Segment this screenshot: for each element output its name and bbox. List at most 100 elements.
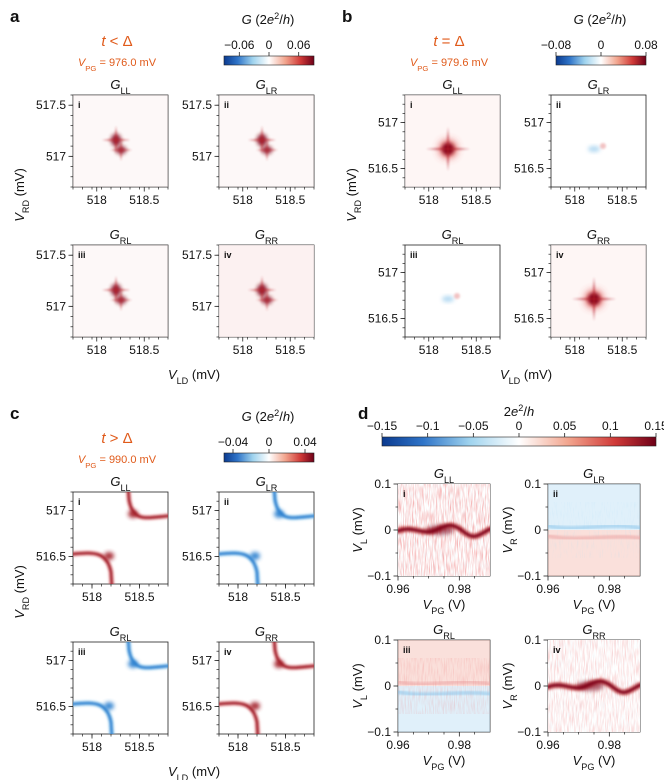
conductance-peak — [128, 510, 138, 518]
y-tick-label: 0.1 — [374, 633, 391, 647]
conductance-arc — [126, 492, 168, 520]
colorbar-d: −0.15 −0.1 −0.05 0 0.05 0.1 0.15 — [367, 419, 664, 447]
conductance-peak — [426, 525, 454, 535]
plot-frame — [218, 641, 315, 735]
y-tick-label: 517 — [192, 653, 212, 667]
x-tick-label: 518.5 — [607, 193, 637, 207]
subplot-title: GRL — [110, 227, 132, 246]
y-tick-label: 517 — [192, 149, 212, 163]
conductance-arc — [398, 690, 490, 697]
panel-label-b: b — [342, 7, 352, 26]
subplot-title: GLL — [110, 77, 130, 96]
heatmap-content — [551, 245, 646, 337]
heatmap-content — [398, 640, 490, 732]
heatmap-content — [73, 492, 168, 584]
noise-texture — [398, 658, 490, 714]
y-axis-label: VRD (mV) — [12, 565, 31, 619]
conductance-star — [248, 276, 276, 304]
y-tick-label: 516.5 — [514, 162, 544, 176]
conductance-arc — [272, 492, 314, 520]
subplot-c-ii: ii 518 518.5 516.5 517 — [182, 491, 315, 604]
conductance-arc — [272, 642, 314, 670]
conductance-star — [572, 277, 616, 321]
y-tick-label: 517.5 — [182, 248, 212, 262]
conductance-arc — [548, 534, 640, 541]
colorbar-tick-label: −0.04 — [218, 435, 249, 449]
conductance-peak — [274, 510, 284, 518]
subplot-index: i — [78, 497, 81, 507]
heatmap-content — [73, 245, 168, 337]
conductance-arc — [73, 701, 114, 734]
y-tick-label: 517 — [46, 299, 66, 313]
x-tick-label: 0.98 — [448, 738, 472, 752]
subplot-title: GRR — [582, 622, 606, 641]
colorbar-title: G (2e2/h) — [242, 11, 295, 27]
conductance-star — [102, 126, 130, 154]
colorbar-gradient — [381, 436, 657, 447]
y-tick-label: 517 — [46, 149, 66, 163]
y-tick-label: 0 — [534, 523, 541, 537]
heatmap-content — [420, 255, 485, 327]
y-tick-label: 0.1 — [524, 633, 541, 647]
conductance-arc — [219, 701, 260, 734]
colorbar-title: 2e2/h — [504, 403, 534, 419]
colorbar-tick-label: 0 — [598, 38, 605, 52]
conductance-arc — [398, 680, 490, 686]
conductance-peak — [104, 552, 114, 560]
vpg-label: VPG = 979.6 mV — [410, 57, 489, 73]
heatmap-content — [405, 95, 500, 187]
subplot-title: GRL — [442, 227, 464, 246]
noise-texture — [548, 502, 640, 558]
y-tick-label: 517 — [524, 116, 544, 130]
heatmap-content — [566, 105, 631, 177]
subplot-title: GRR — [587, 227, 611, 246]
colorbar-title: G (2e2/h) — [242, 408, 295, 424]
y-tick-label: 517 — [524, 266, 544, 280]
colorbar-tick-label: −0.05 — [458, 419, 489, 433]
y-tick-label: 0 — [384, 679, 391, 693]
heatmap-content — [219, 492, 314, 584]
x-tick-label: 518.5 — [124, 590, 154, 604]
colorbar-tick-label: −0.08 — [541, 38, 572, 52]
y-tick-label: 517 — [378, 116, 398, 130]
subplot-c-iii: iii 518 518.5 516.5 517 — [36, 641, 169, 754]
heatmap-content — [219, 642, 314, 734]
x-tick-label: 518.5 — [270, 590, 300, 604]
colorbar-title: G (2e2/h) — [574, 11, 627, 27]
x-tick-label: 0.96 — [536, 738, 560, 752]
y-tick-label: 516.5 — [182, 699, 212, 713]
x-tick-label: 518 — [419, 343, 439, 357]
colorbar-tick-label: 0.15 — [644, 419, 664, 433]
subplot-index: iii — [403, 645, 411, 655]
y-tick-label: 517.5 — [36, 248, 66, 262]
conductance-star — [110, 139, 132, 161]
y-tick-label: 516.5 — [368, 312, 398, 326]
conductance-arc — [398, 523, 490, 538]
colorbar-tick-label: 0.05 — [553, 419, 577, 433]
y-tick-label: −0.1 — [367, 725, 391, 739]
background-tint — [551, 245, 646, 337]
plot-frame — [218, 491, 315, 585]
conductance-peak — [250, 552, 260, 560]
subplot-a-iv: iv 518 518.5 517 517.5 — [182, 244, 315, 357]
plot-frame — [72, 491, 169, 585]
x-axis-label: VLD (mV) — [500, 367, 552, 386]
subplot-index: i — [78, 100, 81, 110]
subplot-title: GLR — [588, 77, 610, 96]
y-tick-label: 516.5 — [36, 699, 66, 713]
conductance-star — [248, 126, 276, 154]
x-tick-label: 518.5 — [461, 343, 491, 357]
x-axis-label: VLD (mV) — [168, 367, 220, 386]
heatmap-content — [548, 640, 640, 732]
y-axis-label: VRD (mV) — [12, 168, 31, 222]
y-axis-label: VR (mV) — [500, 506, 519, 553]
y-tick-label: 517 — [192, 503, 212, 517]
x-tick-label: 0.96 — [386, 582, 410, 596]
colorbar-c: −0.04 0 0.04 — [218, 435, 317, 463]
colorbar-tick-label: −0.15 — [367, 419, 398, 433]
subplot-a-ii: ii 518 518.5 517 517.5 — [182, 94, 315, 207]
x-tick-label: 518.5 — [270, 740, 300, 754]
colorbar-tick-label: 0 — [266, 38, 273, 52]
x-tick-label: 518 — [82, 590, 102, 604]
x-tick-label: 518.5 — [461, 193, 491, 207]
